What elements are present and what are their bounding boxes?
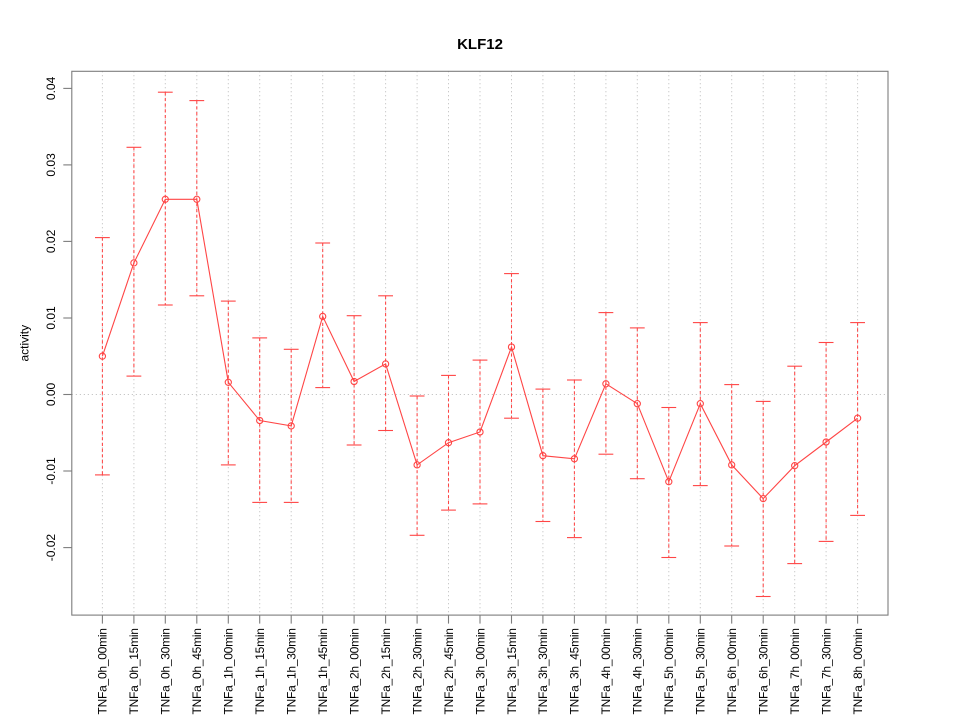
svg-text:-0.01: -0.01 [44,457,58,485]
svg-text:0.00: 0.00 [44,382,58,406]
svg-text:TNFa_4h_30min: TNFa_4h_30min [631,628,645,714]
svg-text:TNFa_3h_45min: TNFa_3h_45min [568,628,582,714]
svg-text:TNFa_1h_15min: TNFa_1h_15min [253,628,267,714]
svg-text:TNFa_1h_00min: TNFa_1h_00min [222,628,236,714]
svg-text:activity: activity [18,325,32,362]
svg-text:-0.02: -0.02 [44,534,58,562]
svg-text:TNFa_2h_15min: TNFa_2h_15min [379,628,393,714]
svg-text:TNFa_3h_00min: TNFa_3h_00min [473,628,487,714]
svg-text:KLF12: KLF12 [457,36,503,53]
svg-text:TNFa_3h_30min: TNFa_3h_30min [536,628,550,714]
svg-text:TNFa_5h_30min: TNFa_5h_30min [694,628,708,714]
svg-text:TNFa_1h_30min: TNFa_1h_30min [285,628,299,714]
svg-text:TNFa_0h_30min: TNFa_0h_30min [159,628,173,714]
svg-text:0.03: 0.03 [44,153,58,177]
svg-text:TNFa_7h_30min: TNFa_7h_30min [819,628,833,714]
svg-text:TNFa_4h_00min: TNFa_4h_00min [599,628,613,714]
svg-text:TNFa_1h_45min: TNFa_1h_45min [316,628,330,714]
svg-text:TNFa_5h_00min: TNFa_5h_00min [662,628,676,714]
svg-text:TNFa_2h_45min: TNFa_2h_45min [442,628,456,714]
svg-text:TNFa_3h_15min: TNFa_3h_15min [505,628,519,714]
svg-text:0.04: 0.04 [44,76,58,100]
svg-text:TNFa_0h_45min: TNFa_0h_45min [190,628,204,714]
svg-text:0.02: 0.02 [44,229,58,253]
svg-text:TNFa_0h_00min: TNFa_0h_00min [96,628,110,714]
svg-text:TNFa_8h_00min: TNFa_8h_00min [851,628,865,714]
svg-text:TNFa_2h_00min: TNFa_2h_00min [347,628,361,714]
svg-text:TNFa_6h_30min: TNFa_6h_30min [757,628,771,714]
svg-text:TNFa_2h_30min: TNFa_2h_30min [410,628,424,714]
svg-text:TNFa_7h_00min: TNFa_7h_00min [788,628,802,714]
svg-text:TNFa_6h_00min: TNFa_6h_00min [725,628,739,714]
svg-text:0.01: 0.01 [44,306,58,330]
svg-text:TNFa_0h_15min: TNFa_0h_15min [127,628,141,714]
